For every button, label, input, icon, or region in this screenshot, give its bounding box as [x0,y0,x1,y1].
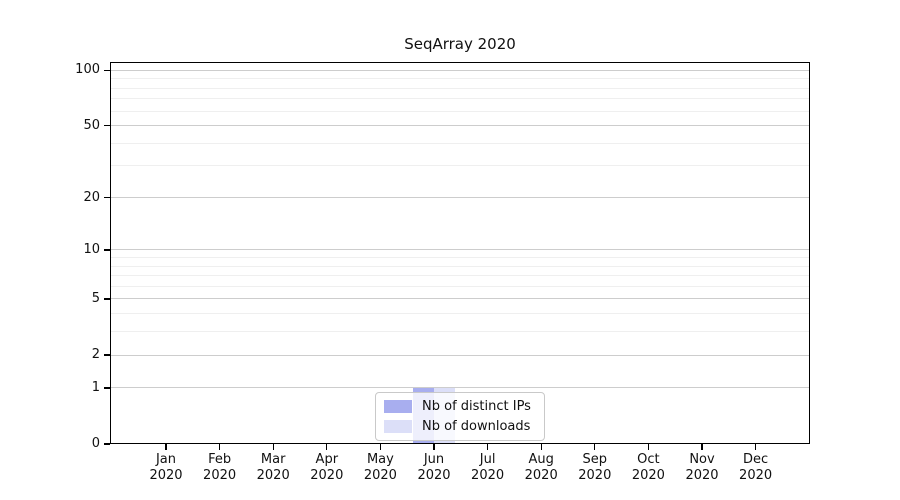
x-tick-label-line: 2020 [203,467,237,483]
gridline-major [110,354,810,356]
x-tick-mark [594,444,596,450]
x-tick-mark [540,444,542,450]
gridline-major [110,197,810,199]
x-tick-label-line: 2020 [524,467,558,483]
x-tick-mark [218,444,221,450]
chart-title: SeqArray 2020 [404,35,516,53]
y-tick-mark [104,249,110,251]
x-tick-label-line: Jan [155,452,177,467]
gridline-major [110,298,810,300]
legend-row: Nb of downloads [384,418,535,435]
x-tick-mark [647,444,650,450]
x-tick-label: May 2020 [352,452,408,483]
y-tick-label: 0 [91,436,100,451]
gridline-minor [110,265,810,267]
x-tick-mark [272,444,274,450]
x-tick-label-line: Aug [528,452,554,467]
y-tick-label: 2 [91,347,100,363]
gridline-minor [110,78,810,80]
gridline-minor [110,98,810,100]
gridline-major [110,387,810,389]
legend: Nb of distinct IPs Nb of downloads [375,392,545,441]
x-tick-label: Oct 2020 [620,452,676,483]
gridline-minor [110,285,810,287]
x-tick-label-line: 2020 [471,467,505,483]
y-tick-mark [104,387,110,389]
x-tick-label-line: Nov [689,452,715,467]
x-tick-label-line: Apr [315,452,339,467]
y-tick-mark [104,125,110,127]
x-tick-label: Jul 2020 [460,452,516,483]
gridline-major [110,125,810,127]
x-tick-mark [165,444,167,450]
x-tick-label-line: May [366,452,394,467]
x-tick-label-line: Dec [743,452,769,467]
y-tick-label: 100 [75,62,100,78]
legend-swatch [384,400,412,413]
x-tick-label-line: 2020 [256,467,290,483]
y-tick-label: 1 [91,379,100,395]
x-tick-label-line: 2020 [310,467,344,483]
x-tick-label: Dec 2020 [728,452,784,483]
y-tick-label: 50 [83,117,100,133]
x-tick-label: Aug 2020 [513,452,569,483]
x-tick-mark [379,444,382,450]
x-tick-label: Sep 2020 [567,452,623,483]
x-tick-label: Nov 2020 [674,452,730,483]
x-tick-label-line: Jun [423,452,445,467]
x-tick-label: Feb 2020 [192,452,248,483]
x-tick-mark [326,444,328,450]
y-tick-mark [104,298,110,300]
x-tick-label-line: Feb [208,452,232,467]
gridline-minor [110,165,810,167]
x-tick-label-line: Oct [637,452,660,467]
x-tick-mark [486,444,489,450]
legend-row: Nb of distinct IPs [384,398,535,415]
gridline-minor [110,110,810,112]
x-tick-label-line: 2020 [631,467,665,483]
gridline-minor [110,142,810,144]
gridline-minor [110,257,810,259]
x-tick-label-line: 2020 [578,467,612,483]
x-tick-label-line: 2020 [685,467,719,483]
legend-label: Nb of downloads [422,419,531,434]
y-tick-label: 10 [83,241,100,257]
y-tick-mark [104,69,110,72]
y-tick-label: 5 [91,290,100,306]
y-tick-mark [104,196,110,199]
x-tick-label-line: 2020 [417,467,451,483]
gridline-minor [110,275,810,277]
gridline-minor [110,313,810,315]
x-tick-label-line: Jul [479,452,496,467]
x-tick-mark [754,444,757,450]
x-tick-label: Mar 2020 [245,452,301,483]
x-tick-label-line: 2020 [149,467,183,483]
gridline-minor [110,331,810,333]
legend-swatch [384,420,412,433]
y-tick-label: 20 [83,189,100,205]
gridline-major [110,249,810,251]
x-tick-label-line: Sep [582,452,608,467]
y-tick-mark [104,354,110,356]
y-tick-mark [104,443,110,445]
gridline-minor [110,87,810,89]
x-tick-label: Apr 2020 [299,452,355,483]
x-tick-mark [701,444,703,450]
gridline-major [110,69,810,71]
x-tick-label-line: Mar [260,452,286,467]
x-tick-label: Jun 2020 [406,452,462,483]
legend-label: Nb of distinct IPs [422,399,531,414]
x-tick-mark [433,444,435,450]
x-tick-label-line: 2020 [363,467,397,483]
x-tick-label: Jan 2020 [138,452,194,483]
x-tick-label-line: 2020 [739,467,773,483]
